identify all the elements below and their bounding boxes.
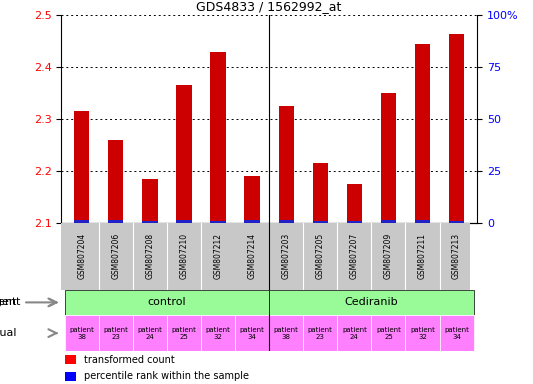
Bar bbox=[142, 221, 158, 223]
Bar bbox=[66, 355, 76, 364]
Text: individual: individual bbox=[0, 328, 17, 338]
Bar bbox=[346, 221, 362, 223]
Bar bbox=[346, 184, 362, 223]
Text: patient
25: patient 25 bbox=[376, 327, 401, 339]
Text: Cediranib: Cediranib bbox=[344, 297, 398, 308]
Text: GSM807211: GSM807211 bbox=[418, 233, 427, 279]
Bar bbox=[279, 220, 294, 223]
Text: patient
32: patient 32 bbox=[206, 327, 230, 339]
Text: patient
34: patient 34 bbox=[240, 327, 264, 339]
Bar bbox=[99, 315, 133, 351]
Bar bbox=[440, 315, 474, 351]
Bar bbox=[381, 93, 396, 223]
Text: GSM807205: GSM807205 bbox=[316, 233, 325, 280]
Bar bbox=[142, 179, 158, 223]
Title: GDS4833 / 1562992_at: GDS4833 / 1562992_at bbox=[197, 0, 342, 13]
Bar bbox=[337, 315, 372, 351]
Bar bbox=[415, 220, 430, 223]
Bar bbox=[133, 315, 167, 351]
Text: patient
23: patient 23 bbox=[308, 327, 333, 339]
Bar bbox=[245, 220, 260, 223]
Bar bbox=[279, 106, 294, 223]
Text: agent: agent bbox=[0, 297, 17, 308]
Text: GSM807212: GSM807212 bbox=[214, 233, 223, 279]
Text: patient
38: patient 38 bbox=[274, 327, 298, 339]
Bar bbox=[449, 221, 464, 223]
Text: GSM807207: GSM807207 bbox=[350, 233, 359, 280]
Text: patient
38: patient 38 bbox=[69, 327, 94, 339]
Text: patient
25: patient 25 bbox=[172, 327, 196, 339]
Bar bbox=[406, 315, 440, 351]
Text: GSM807210: GSM807210 bbox=[180, 233, 189, 280]
Text: GSM807203: GSM807203 bbox=[282, 233, 290, 280]
Text: transformed count: transformed count bbox=[84, 355, 175, 365]
Bar bbox=[64, 290, 269, 315]
Bar bbox=[211, 51, 225, 223]
Text: GSM807214: GSM807214 bbox=[248, 233, 256, 280]
Bar bbox=[176, 85, 192, 223]
Bar bbox=[313, 221, 328, 223]
Bar bbox=[235, 315, 269, 351]
Bar bbox=[269, 315, 303, 351]
Text: patient
32: patient 32 bbox=[410, 327, 435, 339]
Bar bbox=[108, 220, 124, 223]
Text: GSM807209: GSM807209 bbox=[384, 233, 393, 280]
Bar bbox=[313, 163, 328, 223]
Bar bbox=[303, 315, 337, 351]
Bar bbox=[415, 44, 430, 223]
Bar bbox=[372, 315, 406, 351]
Bar bbox=[167, 315, 201, 351]
Text: patient
24: patient 24 bbox=[138, 327, 163, 339]
Bar bbox=[74, 111, 90, 223]
Text: patient
24: patient 24 bbox=[342, 327, 367, 339]
Text: patient
23: patient 23 bbox=[103, 327, 128, 339]
Bar bbox=[64, 315, 99, 351]
Bar bbox=[449, 33, 464, 223]
Bar bbox=[176, 220, 192, 223]
Text: GSM807208: GSM807208 bbox=[146, 233, 155, 280]
Text: patient
34: patient 34 bbox=[444, 327, 469, 339]
Text: GSM807206: GSM807206 bbox=[111, 233, 120, 280]
Bar bbox=[211, 221, 225, 223]
Bar bbox=[269, 290, 474, 315]
Bar bbox=[381, 220, 396, 223]
Text: agent: agent bbox=[0, 297, 56, 308]
Bar bbox=[108, 140, 124, 223]
Bar bbox=[201, 315, 235, 351]
Text: GSM807204: GSM807204 bbox=[77, 233, 86, 280]
Bar bbox=[74, 220, 90, 223]
Bar bbox=[66, 372, 76, 381]
Text: GSM807213: GSM807213 bbox=[452, 233, 461, 280]
Bar bbox=[245, 176, 260, 223]
Text: control: control bbox=[148, 297, 186, 308]
Text: percentile rank within the sample: percentile rank within the sample bbox=[84, 371, 249, 381]
